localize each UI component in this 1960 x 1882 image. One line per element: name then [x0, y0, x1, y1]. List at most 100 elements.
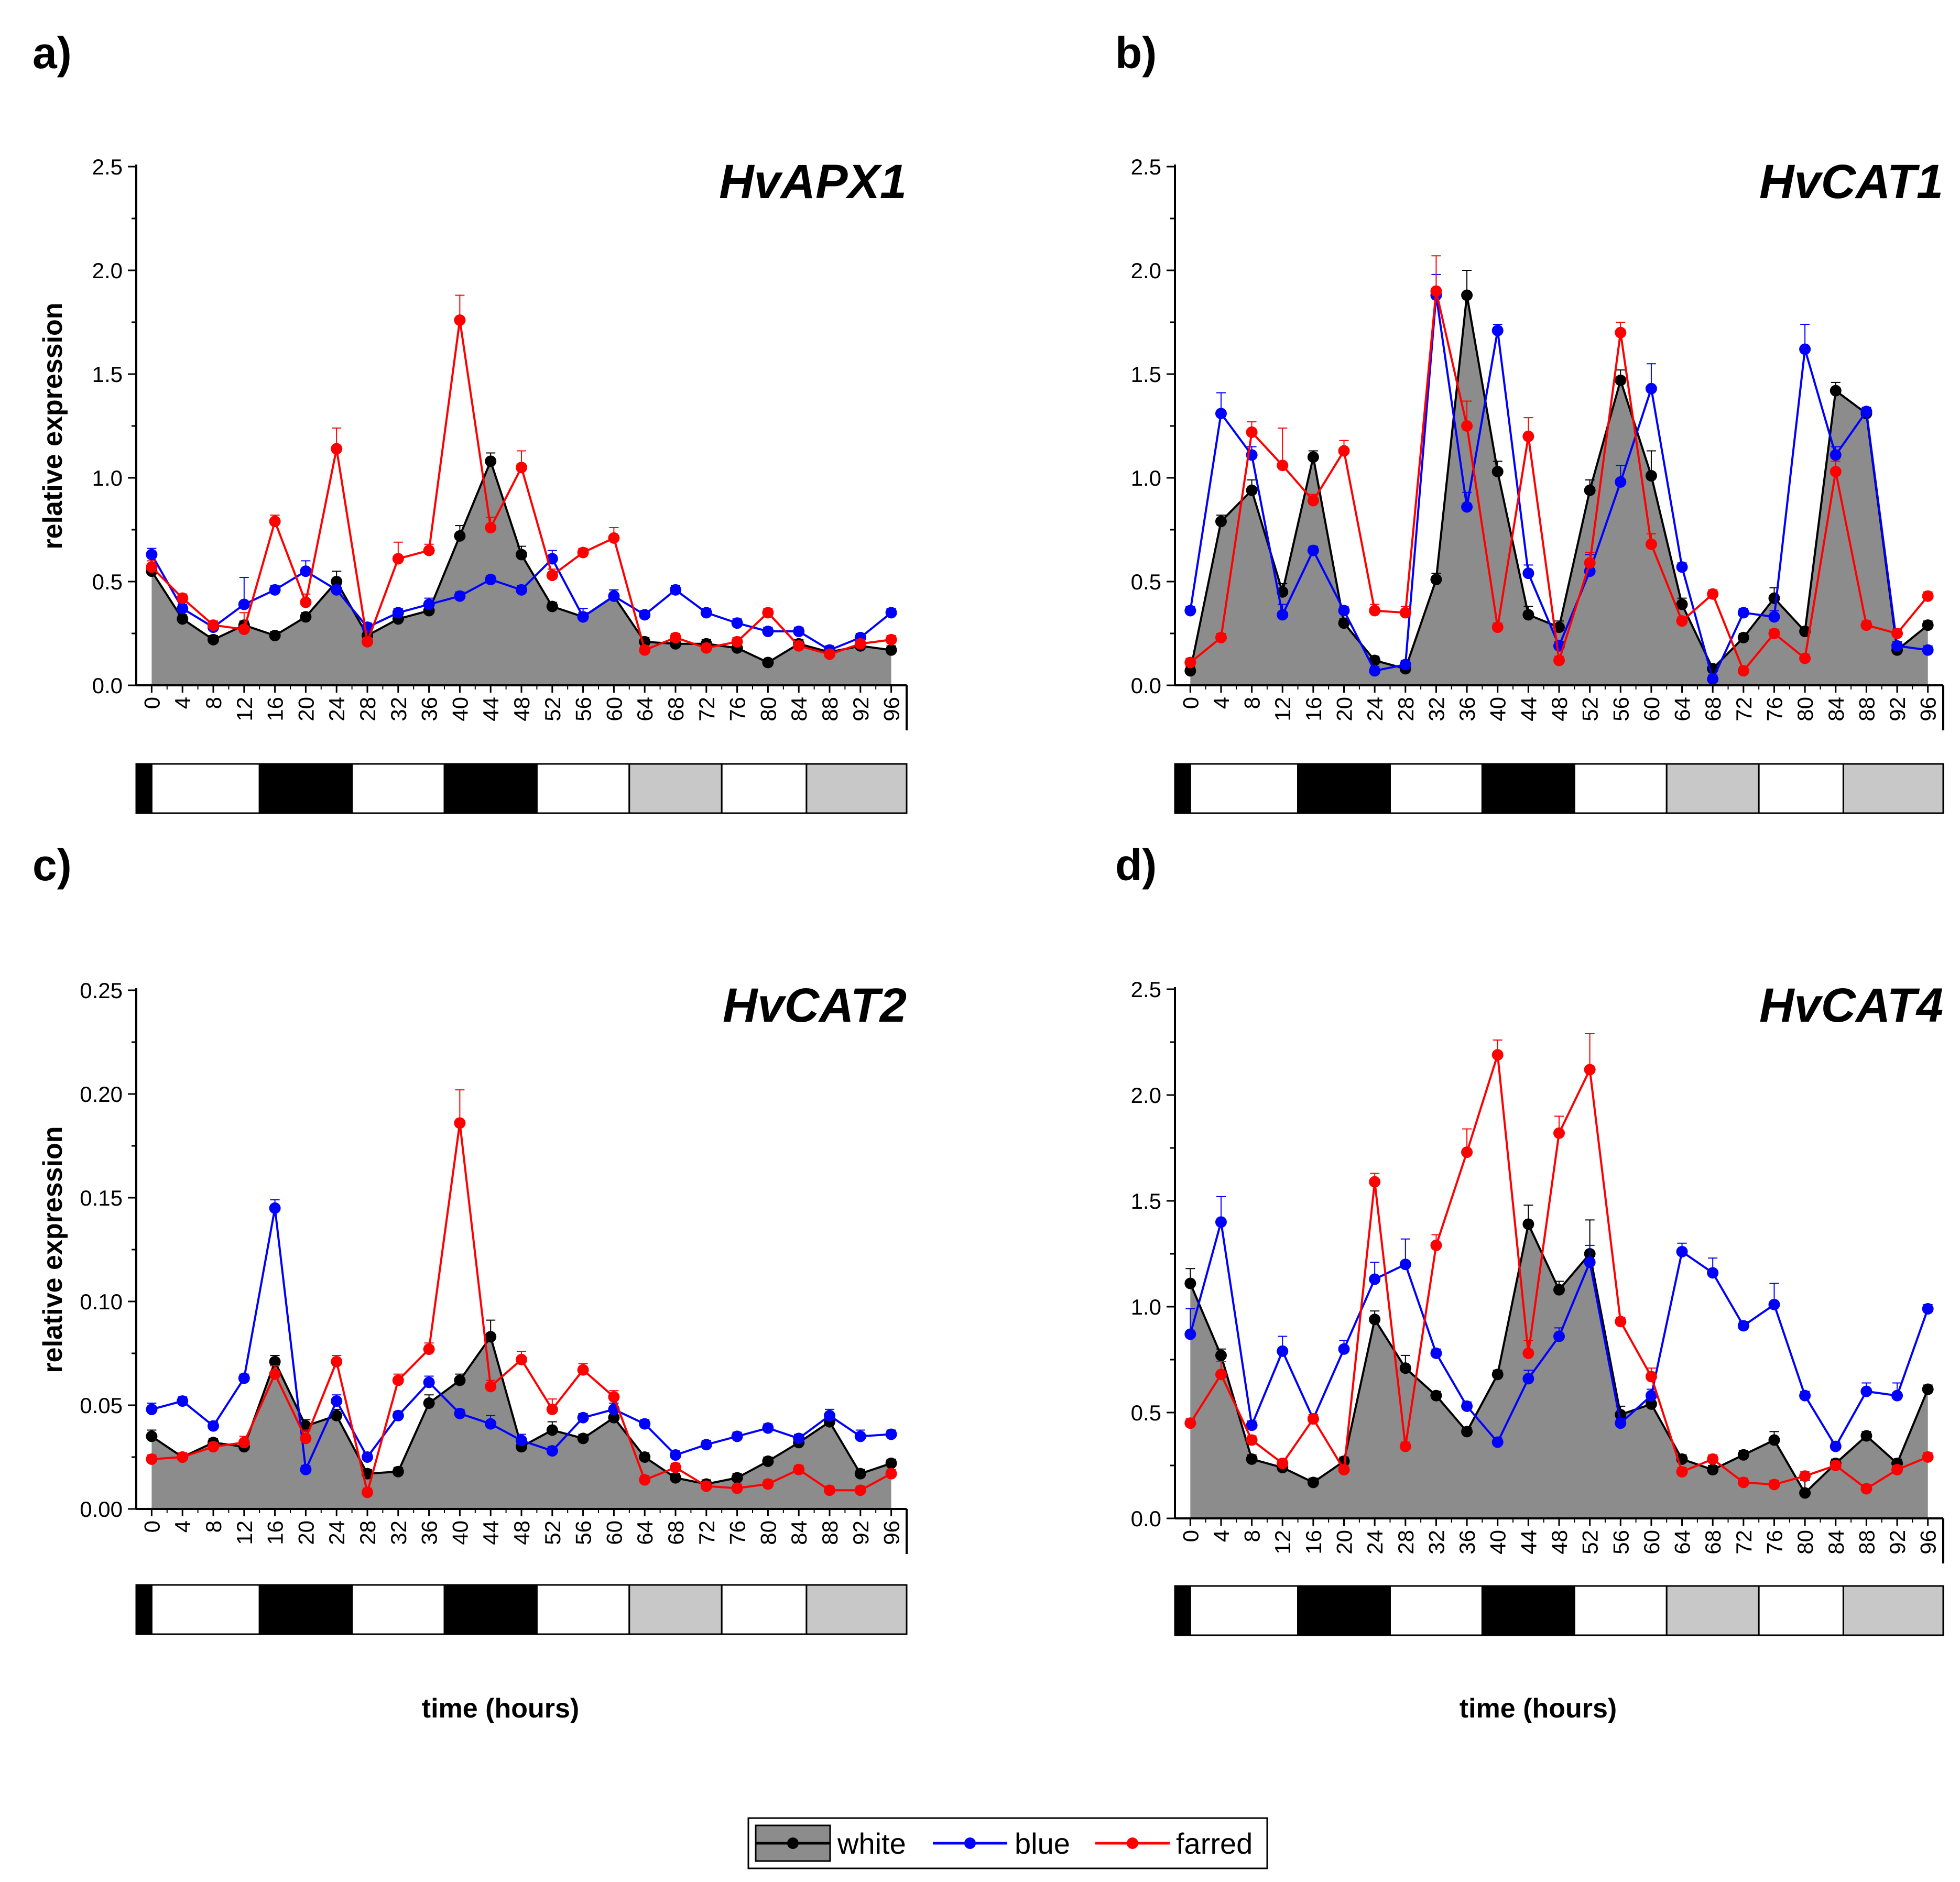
- white-area-fill: [151, 461, 891, 685]
- data-point-white: [1522, 1218, 1534, 1230]
- data-point-blue: [1522, 1373, 1534, 1385]
- data-point-blue: [1922, 644, 1934, 656]
- y-tick-label: 0.0: [1131, 673, 1161, 698]
- data-point-farred: [485, 1381, 497, 1393]
- x-tick-label: 40: [448, 1520, 472, 1545]
- data-point-white: [546, 600, 558, 612]
- panel-label: d): [1115, 840, 1157, 890]
- data-point-blue: [1369, 1273, 1381, 1285]
- x-tick-label: 32: [1424, 1530, 1449, 1555]
- data-point-white: [1768, 592, 1780, 604]
- data-point-farred: [793, 1463, 805, 1475]
- data-point-blue: [516, 1435, 527, 1447]
- data-point-white: [1246, 484, 1258, 496]
- data-point-blue: [762, 626, 774, 638]
- data-point-blue: [762, 1422, 774, 1434]
- x-tick-label: 8: [201, 697, 226, 709]
- data-point-farred: [1184, 1417, 1196, 1429]
- data-point-blue: [1676, 561, 1688, 573]
- data-point-farred: [392, 1374, 404, 1386]
- data-point-blue: [1830, 449, 1842, 461]
- data-point-white: [269, 1355, 281, 1367]
- data-point-white: [1461, 289, 1473, 301]
- data-point-farred: [577, 546, 589, 559]
- y-tick-label: 0.15: [80, 1186, 123, 1210]
- legend-label-white: white: [837, 1827, 906, 1860]
- data-point-blue: [700, 1439, 712, 1451]
- x-tick-label: 28: [1393, 1530, 1418, 1555]
- y-tick-label: 0.00: [80, 1497, 123, 1522]
- data-point-blue: [238, 1372, 250, 1384]
- gene-title: HvAPX1: [719, 155, 907, 209]
- data-point-blue: [454, 1407, 466, 1419]
- data-point-farred: [1584, 557, 1596, 569]
- data-point-blue: [793, 1432, 805, 1445]
- data-point-farred: [269, 516, 281, 528]
- data-point-white: [1830, 385, 1842, 397]
- y-tick-label: 0.5: [1131, 570, 1161, 594]
- x-tick-label: 96: [879, 697, 904, 721]
- x-tick-label: 68: [1701, 1530, 1725, 1555]
- data-point-blue: [1737, 607, 1749, 619]
- x-tick-label: 68: [663, 697, 688, 721]
- data-point-farred: [1830, 466, 1842, 478]
- x-tick-label: 92: [1885, 697, 1910, 721]
- x-tick-label: 48: [1547, 1530, 1572, 1555]
- photoperiod-segment-light: [1573, 1585, 1668, 1636]
- photoperiod-segment-dark: [443, 763, 538, 814]
- x-tick-label: 36: [1455, 697, 1479, 721]
- data-point-farred: [1369, 1176, 1381, 1188]
- x-tick-label: 16: [1301, 1530, 1326, 1555]
- data-point-farred: [300, 596, 312, 608]
- photoperiod-segment-dark: [135, 763, 153, 814]
- data-point-blue: [1246, 1419, 1258, 1431]
- data-point-farred: [300, 1432, 312, 1445]
- panel-label: c): [32, 840, 72, 890]
- photoperiod-segment-light: [721, 1584, 808, 1635]
- data-point-farred: [238, 623, 250, 636]
- data-point-white: [208, 633, 219, 645]
- data-point-farred: [1799, 1470, 1811, 1482]
- data-point-farred: [670, 631, 681, 643]
- x-tick-label: 44: [478, 697, 503, 721]
- data-point-white: [1737, 631, 1749, 643]
- data-point-blue: [392, 607, 404, 619]
- data-point-white: [1553, 621, 1565, 633]
- data-point-blue: [1799, 343, 1811, 355]
- legend-box: [747, 1817, 1268, 1869]
- data-point-farred: [1645, 1371, 1657, 1383]
- data-point-farred: [1461, 420, 1473, 432]
- data-point-blue: [485, 574, 497, 586]
- data-point-farred: [854, 1484, 866, 1496]
- data-point-farred: [177, 1451, 189, 1463]
- y-tick-label: 2.5: [1131, 977, 1161, 1002]
- x-tick-label: 60: [1639, 697, 1664, 721]
- data-point-blue: [1184, 605, 1196, 617]
- x-tick-label: 40: [448, 697, 472, 721]
- white-area-fill: [1190, 1224, 1928, 1518]
- data-point-farred: [1645, 538, 1657, 550]
- data-point-farred: [1799, 652, 1811, 664]
- photoperiod-segment-light: [721, 763, 808, 814]
- x-tick-label: 20: [293, 1520, 318, 1545]
- data-point-farred: [546, 570, 558, 582]
- data-point-farred: [608, 532, 620, 544]
- data-point-farred: [1553, 1127, 1565, 1139]
- x-tick-label: 96: [1916, 1530, 1941, 1555]
- x-tick-label: 44: [1516, 697, 1541, 721]
- x-tick-label: 0: [139, 697, 164, 709]
- data-point-blue: [1461, 501, 1473, 513]
- data-point-farred: [670, 1461, 681, 1473]
- x-tick-label: 8: [201, 1520, 226, 1533]
- photoperiod-segment-grey: [628, 1584, 723, 1635]
- data-point-blue: [485, 1418, 497, 1430]
- data-point-farred: [423, 1343, 435, 1355]
- x-tick-label: 92: [848, 697, 873, 721]
- x-tick-label: 76: [725, 697, 750, 721]
- photoperiod-segment-dark: [258, 763, 353, 814]
- data-point-blue: [423, 1376, 435, 1388]
- data-point-farred: [1615, 1316, 1627, 1328]
- x-tick-label: 80: [756, 1520, 780, 1545]
